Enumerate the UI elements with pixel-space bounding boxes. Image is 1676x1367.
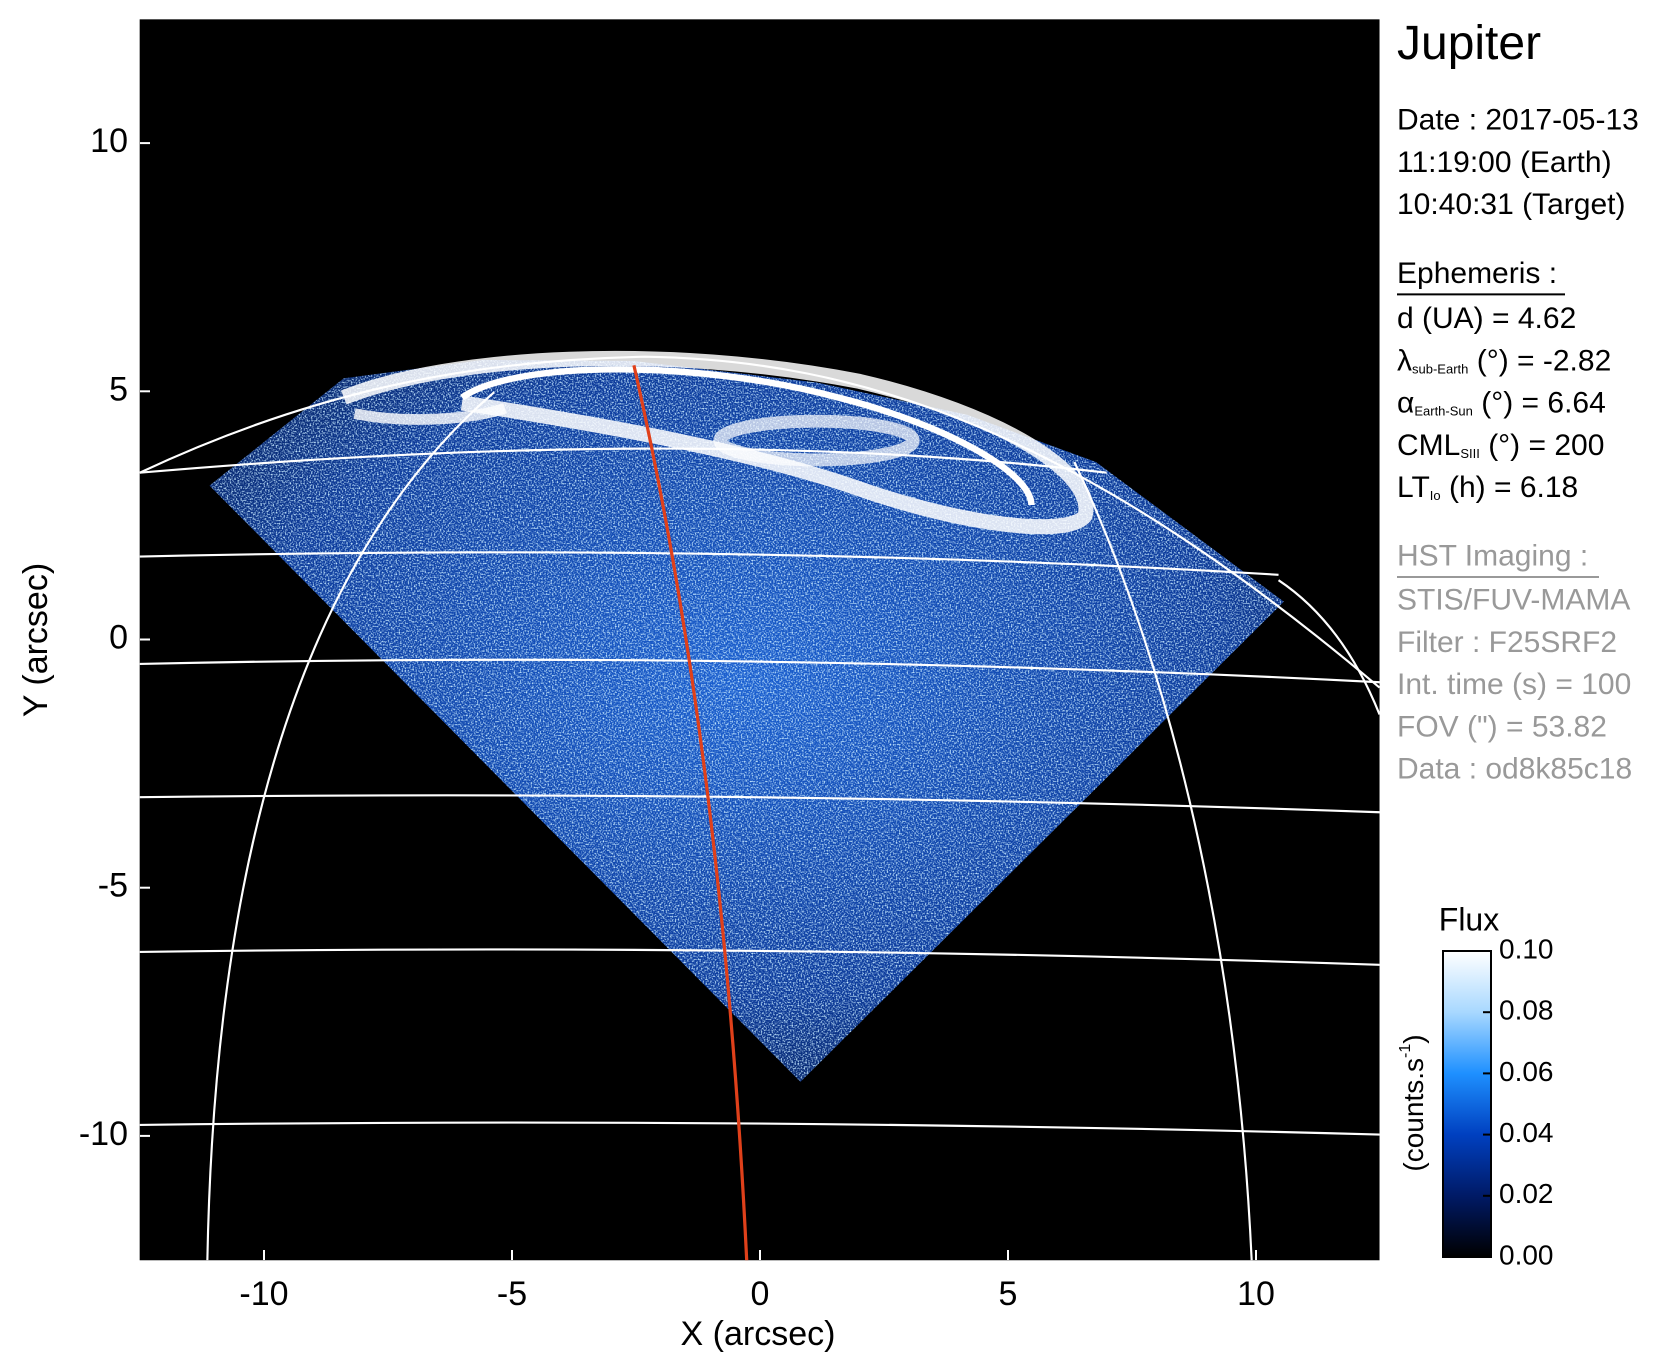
x-tick-label: -10: [239, 1275, 288, 1313]
central-meridian: [632, 364, 749, 1261]
colorbar-tick-label: 0.04: [1499, 1117, 1554, 1148]
imaging-line: Int. time (s) = 100: [1397, 668, 1631, 701]
entry-sub: sub-Earth: [1412, 362, 1468, 377]
y-tick-label: -10: [79, 1115, 128, 1153]
entry-sub: Earth-Sun: [1414, 404, 1473, 419]
y-tick-label: -5: [98, 867, 128, 905]
imaging-line: Data : od8k85c18: [1397, 752, 1632, 785]
entry-rest: (h) = 6.18: [1441, 471, 1579, 504]
panel-title: Jupiter: [1397, 17, 1541, 70]
x-tick-label: 0: [751, 1275, 770, 1313]
date-line: 10:40:31 (Target): [1397, 188, 1625, 221]
imaging-line: FOV (") = 53.82: [1397, 710, 1607, 743]
entry-sub: Io: [1430, 489, 1441, 504]
units-text: (counts.s: [1398, 1058, 1429, 1172]
entry-main: λ: [1397, 344, 1412, 377]
colorbar-tick-label: 0.00: [1499, 1239, 1554, 1270]
colorbar-units: (counts.s-1): [1397, 1034, 1429, 1171]
ephemeris-entry: CMLSIII (°) = 200: [1397, 429, 1604, 462]
colorbar-title: Flux: [1439, 901, 1499, 937]
y-tick-label: 0: [109, 618, 128, 656]
ephemeris-entry: λsub-Earth (°) = -2.82: [1397, 344, 1611, 377]
ephemeris-entry: d (UA) = 4.62: [1397, 302, 1576, 335]
imaging-line: Filter : F25SRF2: [1397, 626, 1617, 659]
date-line: 11:19:00 (Earth): [1397, 146, 1612, 179]
units-sup: -1: [1397, 1044, 1414, 1058]
date-line: Date : 2017-05-13: [1397, 103, 1639, 136]
entry-main: CML: [1397, 429, 1460, 462]
y-tick-label: 5: [109, 370, 128, 408]
entry-rest: (°) = 200: [1480, 429, 1605, 462]
y-axis-label: Y (arcsec): [17, 563, 55, 717]
colorbar-tick-label: 0.10: [1499, 933, 1554, 964]
y-tick-label: 10: [90, 122, 128, 160]
colorbar-tick-label: 0.08: [1499, 995, 1554, 1026]
imaging-title: HST Imaging :: [1397, 540, 1588, 573]
entry-rest: (°) = 6.64: [1473, 387, 1606, 420]
entry-sub: SIII: [1460, 446, 1480, 461]
x-tick-label: 5: [999, 1275, 1018, 1313]
colorbar: [1442, 950, 1492, 1258]
x-tick-label: -5: [497, 1275, 527, 1313]
entry-main: α: [1397, 387, 1414, 420]
imaging-line: STIS/FUV-MAMA: [1397, 584, 1630, 617]
ephemeris-entry: LTIo (h) = 6.18: [1397, 471, 1578, 504]
x-tick-label: 10: [1237, 1275, 1275, 1313]
x-axis-label: X (arcsec): [681, 1315, 836, 1353]
entry-main: LT: [1397, 471, 1430, 504]
ephemeris-title: Ephemeris :: [1397, 257, 1557, 290]
colorbar-tick-label: 0.02: [1499, 1178, 1554, 1209]
image-layer: [139, 19, 1380, 1261]
entry-rest: (°) = -2.82: [1468, 344, 1611, 377]
ephemeris-entry: αEarth-Sun (°) = 6.64: [1397, 387, 1606, 420]
units-close: ): [1398, 1034, 1429, 1043]
colorbar-tick-label: 0.06: [1499, 1056, 1554, 1087]
planet-grid: [139, 355, 1380, 1261]
entry-main: d (UA) = 4.62: [1397, 302, 1576, 335]
